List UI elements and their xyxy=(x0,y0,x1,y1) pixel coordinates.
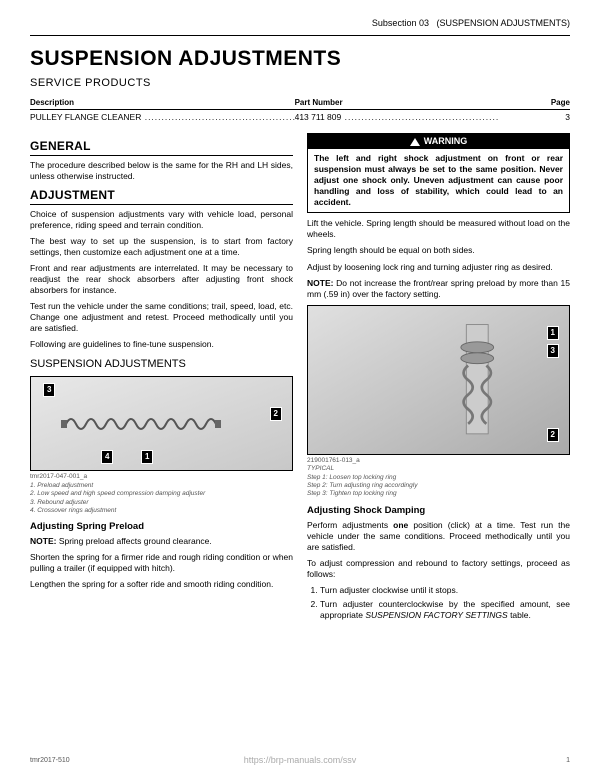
subtitle: SERVICE PRODUCTS xyxy=(30,77,570,91)
th-page: Page xyxy=(500,98,570,108)
fig2-s1: Step 1: Loosen top locking ring xyxy=(307,474,570,482)
warning-box: WARNING The left and right shock adjustm… xyxy=(307,133,570,213)
para-a5: Following are guidelines to fine-tune su… xyxy=(30,339,293,350)
fig1-l3: 3. Rebound adjuster xyxy=(30,499,293,507)
top-rule xyxy=(30,35,570,36)
subsection-label: Subsection 03 xyxy=(372,18,429,28)
watermark: https://brp-manuals.com/ssv xyxy=(0,755,600,766)
para-a3: Front and rear adjustments are interrela… xyxy=(30,263,293,296)
fig1-l1: 1. Preload adjustment xyxy=(30,482,293,490)
para-general: The procedure described below is the sam… xyxy=(30,160,293,182)
callout-r2: 2 xyxy=(547,428,559,442)
para-d2: To adjust compression and rebound to fac… xyxy=(307,558,570,580)
s2b: SUSPENSION FACTORY SETTINGS xyxy=(365,610,507,620)
para-a4: Test run the vehicle under the same cond… xyxy=(30,301,293,334)
para-a1: Choice of suspension adjustments vary wi… xyxy=(30,209,293,231)
fig1-l2: 2. Low speed and high speed compression … xyxy=(30,490,293,498)
main-title: SUSPENSION ADJUSTMENTS xyxy=(30,46,570,72)
figure2-caption: 219001761-013_a TYPICAL Step 1: Loosen t… xyxy=(307,457,570,499)
callout-4: 4 xyxy=(101,450,113,464)
para-preload-note: NOTE: Spring preload affects ground clea… xyxy=(30,536,293,547)
fig2-s3: Step 3: Tighten top locking ring xyxy=(307,490,570,498)
note-text-2: Do not increase the front/rear spring pr… xyxy=(307,278,570,299)
para-p2: Lengthen the spring for a softer ride an… xyxy=(30,579,293,590)
left-column: GENERAL The procedure described below is… xyxy=(30,133,293,624)
heading-preload: Adjusting Spring Preload xyxy=(30,521,293,533)
d1b: one xyxy=(393,520,408,530)
callout-r3: 3 xyxy=(547,344,559,358)
figure-shock-photo: 1 3 2 xyxy=(307,305,570,455)
fig2-id: 219001761-013_a xyxy=(307,457,570,465)
td-partnumber: 413 711 809 xyxy=(295,112,500,122)
heading-general: GENERAL xyxy=(30,139,293,156)
heading-susp-adj: SUSPENSION ADJUSTMENTS xyxy=(30,358,293,372)
right-column: WARNING The left and right shock adjustm… xyxy=(307,133,570,624)
warning-triangle-icon xyxy=(410,138,420,146)
page-header: Subsection 03 (SUSPENSION ADJUSTMENTS) xyxy=(30,18,570,29)
figure-shock-diagram: 3 2 1 4 xyxy=(30,376,293,471)
para-d1: Perform adjustments one position (click)… xyxy=(307,520,570,553)
step-2: Turn adjuster counterclockwise by the sp… xyxy=(320,599,570,621)
th-description: Description xyxy=(30,98,295,108)
callout-3: 3 xyxy=(43,383,55,397)
para-a2: The best way to set up the suspension, i… xyxy=(30,236,293,258)
warning-label: WARNING xyxy=(424,136,468,147)
fig1-id: tmr2017-047-001_a xyxy=(30,473,293,481)
td-page: 3 xyxy=(500,112,570,123)
subsection-title: (SUSPENSION ADJUSTMENTS) xyxy=(436,18,570,28)
heading-damping: Adjusting Shock Damping xyxy=(307,505,570,517)
th-partnumber: Part Number xyxy=(295,98,500,108)
d1a: Perform adjustments xyxy=(307,520,393,530)
fig1-l4: 4. Crossover rings adjustment xyxy=(30,507,293,515)
warning-body: The left and right shock adjustment on f… xyxy=(308,149,569,212)
step-1: Turn adjuster clockwise until it stops. xyxy=(320,585,570,596)
para-r1: Lift the vehicle. Spring length should b… xyxy=(307,218,570,240)
warning-header: WARNING xyxy=(308,134,569,149)
callout-r1: 1 xyxy=(547,326,559,340)
service-table-row: PULLEY FLANGE CLEANER 413 711 809 3 xyxy=(30,112,570,123)
spring-illustration xyxy=(61,412,221,436)
service-table-header: Description Part Number Page xyxy=(30,98,570,110)
s2c: table. xyxy=(508,610,531,620)
para-p1: Shorten the spring for a firmer ride and… xyxy=(30,552,293,574)
note-label: NOTE: xyxy=(30,536,56,546)
fig2-s2: Step 2: Turn adjusting ring accordingly xyxy=(307,482,570,490)
figure1-caption: tmr2017-047-001_a 1. Preload adjustment … xyxy=(30,473,293,515)
td-description: PULLEY FLANGE CLEANER xyxy=(30,112,295,122)
para-r2: Spring length should be equal on both si… xyxy=(307,245,570,256)
note-text: Spring preload affects ground clearance. xyxy=(56,536,211,546)
shock-illustration xyxy=(412,320,543,438)
fig2-title: TYPICAL xyxy=(307,465,570,473)
para-r3: Adjust by loosening lock ring and turnin… xyxy=(307,262,570,273)
callout-1: 1 xyxy=(141,450,153,464)
damping-steps: Turn adjuster clockwise until it stops. … xyxy=(307,585,570,621)
para-r-note: NOTE: Do not increase the front/rear spr… xyxy=(307,278,570,300)
heading-adjustment: ADJUSTMENT xyxy=(30,188,293,205)
note-label-2: NOTE: xyxy=(307,278,333,288)
callout-2: 2 xyxy=(270,407,282,421)
